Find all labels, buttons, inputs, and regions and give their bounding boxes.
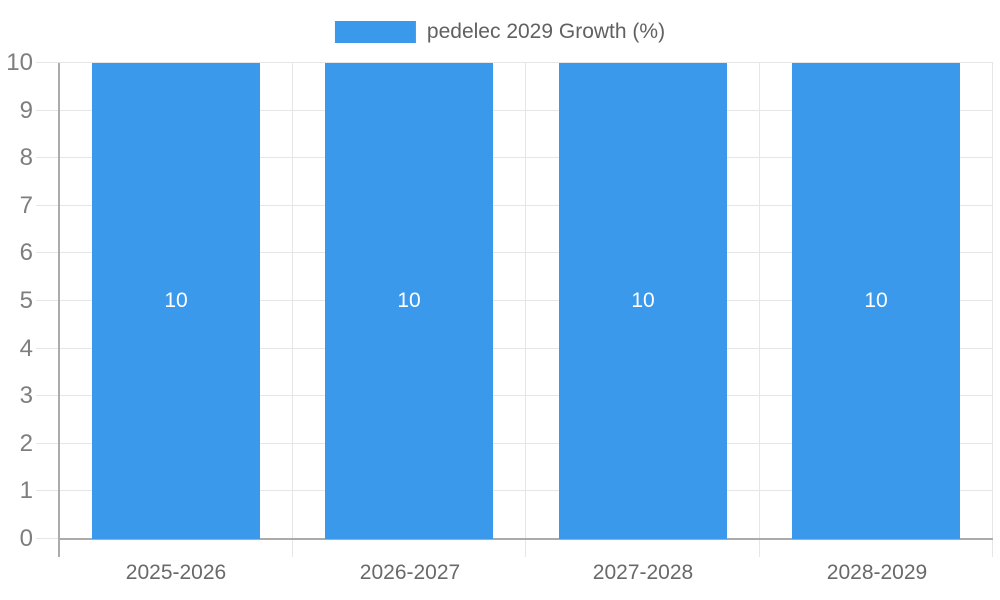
- y-tick-label: 9: [19, 97, 33, 124]
- v-gridline: [759, 63, 760, 557]
- y-tick-label: 8: [19, 144, 33, 171]
- h-gridline: [36, 300, 993, 301]
- x-axis-category-label: 2028-2029: [826, 561, 928, 584]
- x-axis-category-label: 2027-2028: [592, 561, 694, 584]
- h-gridline: [36, 443, 993, 444]
- y-tick-label: 4: [19, 335, 33, 362]
- legend-swatch-icon: [334, 21, 416, 43]
- y-tick-label: 0: [19, 525, 33, 552]
- bar-2028-2029[interactable]: 10: [792, 63, 960, 539]
- bar-value-label: 10: [631, 289, 655, 312]
- h-gridline: [36, 348, 993, 349]
- h-gridline: [36, 395, 993, 396]
- h-gridline: [36, 252, 993, 253]
- y-tick-label: 10: [6, 49, 33, 76]
- x-axis-line: [58, 538, 993, 540]
- x-axis-category-label: 2025-2026: [125, 561, 227, 584]
- chart-legend[interactable]: pedelec 2029 Growth (%): [334, 20, 666, 43]
- v-gridline: [992, 63, 993, 557]
- y-axis-line: [58, 63, 60, 557]
- h-gridline: [36, 490, 993, 491]
- bar-value-label: 10: [397, 289, 421, 312]
- bar-value-label: 10: [164, 289, 188, 312]
- y-tick-label: 3: [19, 382, 33, 409]
- legend-label: pedelec 2029 Growth (%): [426, 20, 666, 43]
- y-tick-label: 1: [19, 477, 33, 504]
- h-gridline: [36, 157, 993, 158]
- bar-value-label: 10: [864, 289, 888, 312]
- v-gridline: [525, 63, 526, 557]
- bar-2027-2028[interactable]: 10: [559, 63, 727, 539]
- h-gridline: [36, 62, 993, 63]
- y-tick-label: 5: [19, 287, 33, 314]
- bar-2026-2027[interactable]: 10: [325, 63, 493, 539]
- x-axis-category-label: 2026-2027: [359, 561, 461, 584]
- y-tick-label: 7: [19, 192, 33, 219]
- y-tick-label: 6: [19, 239, 33, 266]
- h-gridline: [36, 110, 993, 111]
- v-gridline: [292, 63, 293, 557]
- h-gridline: [36, 205, 993, 206]
- y-tick-label: 2: [19, 430, 33, 457]
- bar-2025-2026[interactable]: 10: [92, 63, 260, 539]
